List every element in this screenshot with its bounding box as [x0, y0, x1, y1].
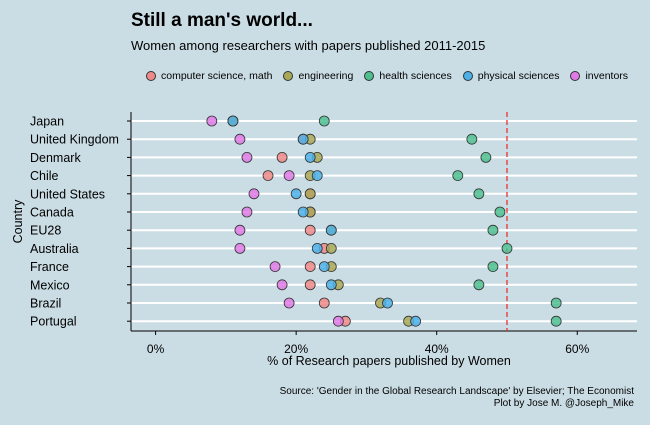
chart-title: Still a man's world...	[131, 10, 313, 31]
data-point	[473, 279, 485, 291]
data-point	[318, 115, 330, 127]
category-label: France	[30, 260, 69, 274]
data-point	[487, 261, 499, 273]
legend-swatch	[570, 71, 581, 81]
legend-label: inventors	[585, 70, 629, 82]
category-label: Japan	[30, 115, 64, 129]
data-point	[410, 315, 422, 327]
x-tick-label: 60%	[565, 342, 589, 356]
chart-subtitle: Women among researchers with papers publ…	[131, 38, 486, 53]
data-point	[550, 297, 562, 309]
data-point	[304, 188, 316, 200]
x-tick-label: 40%	[425, 342, 449, 356]
data-point	[311, 242, 323, 254]
category-label: EU28	[30, 224, 61, 238]
data-point	[304, 279, 316, 291]
legend: computer science, math engineering health …	[146, 70, 639, 82]
legend-label: engineering	[298, 70, 354, 82]
data-point	[382, 297, 393, 309]
legend-swatch	[283, 71, 294, 81]
legend-item-4: inventors	[570, 70, 628, 82]
x-tick-label: 0%	[147, 342, 165, 356]
data-point	[234, 224, 246, 236]
category-label: Mexico	[30, 278, 70, 292]
data-point	[311, 170, 323, 182]
data-point	[487, 224, 499, 236]
data-point	[290, 188, 302, 200]
legend-item-1: engineering	[283, 70, 353, 82]
data-point	[206, 115, 218, 127]
source-caption: Source: 'Gender in the Global Research L…	[280, 386, 634, 410]
data-point	[318, 261, 330, 273]
data-point	[241, 206, 253, 218]
data-point	[501, 242, 513, 254]
data-point	[325, 242, 337, 254]
data-point	[241, 151, 253, 163]
x-tick-label: 20%	[284, 342, 308, 356]
data-point	[248, 188, 260, 200]
data-point	[332, 315, 344, 327]
data-point	[452, 170, 464, 182]
legend-label: physical sciences	[477, 70, 560, 82]
data-point	[276, 151, 288, 163]
data-point	[262, 170, 274, 182]
category-label: United States	[30, 187, 105, 201]
data-point	[269, 261, 281, 273]
legend-label: computer science, math	[161, 70, 273, 82]
legend-label: health sciences	[379, 70, 452, 82]
data-point	[480, 151, 492, 163]
category-label: Denmark	[30, 151, 81, 165]
category-label: Canada	[30, 206, 74, 220]
category-label: Portugal	[30, 315, 77, 329]
data-point	[494, 206, 506, 218]
data-point	[283, 297, 295, 309]
data-point	[325, 224, 337, 236]
data-point	[227, 115, 239, 127]
data-point	[234, 242, 246, 254]
data-point	[304, 224, 316, 236]
data-point	[304, 151, 316, 163]
data-point	[473, 188, 485, 200]
category-label: United Kingdom	[30, 133, 119, 147]
data-point	[297, 133, 309, 145]
data-point	[276, 279, 288, 291]
source-line-2: Plot by Jose M. @Joseph_Mike	[493, 398, 634, 409]
legend-item-3: physical sciences	[462, 70, 560, 82]
data-point	[283, 170, 295, 182]
category-label: Brazil	[30, 297, 61, 311]
legend-item-2: health sciences	[364, 70, 452, 82]
legend-swatch	[146, 71, 156, 81]
data-point	[234, 133, 246, 145]
data-point	[550, 315, 562, 327]
data-point	[466, 133, 478, 145]
data-point	[325, 279, 337, 291]
legend-swatch	[364, 71, 375, 81]
legend-swatch	[462, 71, 473, 81]
data-point	[304, 261, 316, 273]
legend-item-0: computer science, math	[146, 70, 272, 82]
source-line-1: Source: 'Gender in the Global Research L…	[279, 386, 634, 397]
data-point	[318, 297, 330, 309]
data-point	[297, 206, 309, 218]
x-axis-title: % of Research papers published by Women	[267, 354, 511, 368]
category-label: Australia	[30, 242, 79, 256]
y-axis-title: Country	[11, 199, 25, 244]
category-label: Chile	[30, 169, 59, 183]
